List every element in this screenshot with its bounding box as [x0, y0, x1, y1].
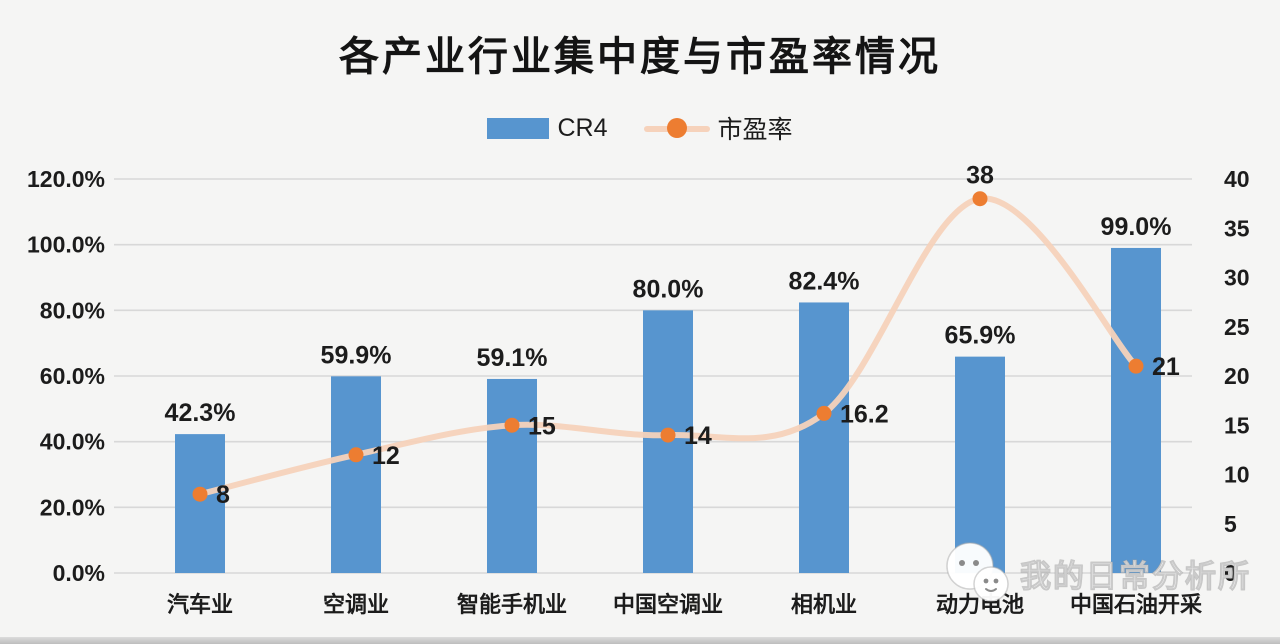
- y-axis-left-tick: 80.0%: [40, 297, 105, 323]
- bar-value-label: 82.4%: [789, 267, 860, 295]
- line-marker-dot: [192, 486, 208, 502]
- bar-cr4: [955, 356, 1005, 573]
- bar-cr4: [1111, 247, 1161, 573]
- bar-value-label: 80.0%: [633, 275, 704, 303]
- x-axis-category-label: 中国石油开采: [1070, 592, 1202, 617]
- line-value-label: 16.2: [840, 400, 889, 428]
- line-value-label: 38: [966, 162, 994, 190]
- line-marker-dot: [504, 417, 520, 433]
- pe-ratio-line: [197, 195, 1139, 498]
- bar-value-label: 65.9%: [945, 322, 1016, 350]
- y-axis-right-tick: 30: [1224, 265, 1250, 291]
- y-axis-right-tick: 40: [1224, 166, 1250, 192]
- y-axis-right-tick: 20: [1224, 363, 1250, 389]
- bar-value-label: 59.9%: [321, 341, 392, 369]
- x-axis-category-label: 汽车业: [167, 592, 233, 617]
- legend-bar-label: CR4: [557, 113, 608, 142]
- legend-item-cr4: CR4: [487, 113, 608, 143]
- line-value-label: 14: [684, 422, 712, 450]
- bottom-edge: [0, 637, 1280, 644]
- x-axis-category-label: 空调业: [323, 592, 389, 617]
- y-axis-right-tick: 15: [1224, 412, 1250, 438]
- line-marker-dot: [816, 405, 832, 421]
- x-axis-category-label: 中国空调业: [613, 592, 723, 617]
- x-axis-category-label: 相机业: [791, 592, 857, 617]
- x-axis-category-label: 动力电池: [936, 592, 1024, 617]
- y-axis-left-tick: 0.0%: [53, 560, 105, 586]
- bar-cr4: [799, 302, 849, 573]
- bar-cr4: [487, 378, 537, 573]
- y-axis-right-tick: 25: [1224, 314, 1250, 340]
- y-axis-right-tick: 10: [1224, 462, 1250, 488]
- x-axis-category-label: 智能手机业: [457, 592, 567, 617]
- chart-title: 各产业行业集中度与市盈率情况: [339, 35, 941, 79]
- line-value-label: 15: [528, 412, 556, 440]
- legend-item-pe: 市盈率: [622, 110, 793, 146]
- legend: CR4 市盈率: [0, 110, 1280, 146]
- legend-bar-swatch: [487, 117, 550, 139]
- y-axis-right-tick: 0: [1224, 560, 1237, 586]
- legend-line-label: 市盈率: [717, 116, 793, 144]
- bar-value-label: 42.3%: [165, 399, 236, 427]
- bar-cr4: [331, 376, 381, 573]
- line-value-label: 12: [372, 442, 400, 470]
- y-axis-left-tick: 120.0%: [27, 166, 105, 192]
- line-marker-dot: [972, 191, 988, 207]
- bar-cr4: [175, 434, 225, 573]
- line-marker-dot: [348, 447, 364, 463]
- legend-line-swatch: [643, 117, 710, 139]
- y-axis-right-tick: 5: [1224, 511, 1237, 537]
- y-axis-right-tick: 35: [1224, 215, 1250, 241]
- bar-value-label: 59.1%: [477, 344, 548, 372]
- y-axis-left-tick: 20.0%: [40, 494, 105, 520]
- y-axis-left-tick: 40.0%: [40, 429, 105, 455]
- y-axis-left-tick: 60.0%: [40, 363, 105, 389]
- line-marker-dot: [660, 427, 676, 443]
- y-axis-left-tick: 100.0%: [27, 232, 105, 258]
- line-marker-dot: [1128, 358, 1144, 374]
- line-value-label: 21: [1152, 353, 1180, 381]
- bar-value-label: 99.0%: [1101, 213, 1172, 241]
- legend-marker-dot-icon: [666, 118, 687, 138]
- line-value-label: 8: [216, 481, 230, 509]
